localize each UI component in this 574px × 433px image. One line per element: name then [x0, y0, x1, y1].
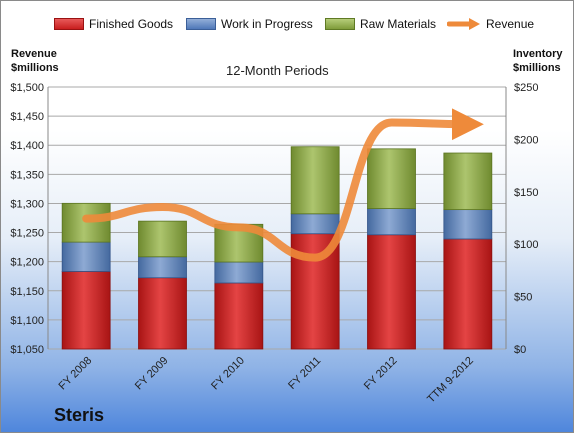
left-tick-label: $1,250	[10, 228, 44, 240]
bar-work-in-progress	[290, 213, 340, 235]
x-tick-label: FY 2012	[362, 355, 400, 393]
right-tick-label: $250	[514, 82, 538, 94]
line-layer	[82, 108, 484, 262]
left-tick-label: $1,500	[10, 82, 44, 94]
left-tick-label: $1,050	[10, 344, 44, 356]
bar-raw-materials	[138, 220, 187, 258]
bar-finished-goods	[138, 277, 187, 350]
right-tick-label: $50	[514, 292, 532, 304]
grid-layer	[47, 86, 507, 350]
left-tick-label: $1,100	[10, 315, 44, 327]
legend-label: Revenue	[486, 17, 535, 31]
right-tick-label: $100	[514, 239, 538, 251]
bar-finished-goods	[367, 234, 416, 350]
legend-swatch-finished-goods	[54, 18, 84, 30]
right-tick-label: $0	[514, 344, 526, 356]
legend: Finished Goods Work in Progress Raw Mate…	[1, 17, 573, 35]
x-tick-label: FY 2011	[286, 355, 323, 392]
left-tick-label: $1,450	[10, 111, 44, 123]
right-tick-label: $200	[514, 134, 538, 146]
left-tick-label: $1,150	[10, 286, 44, 298]
bar-work-in-progress	[61, 241, 111, 272]
bar-finished-goods	[214, 282, 264, 350]
right-axis-title: Inventory $millions	[513, 48, 563, 74]
bar-finished-goods	[443, 238, 493, 350]
right-tick-label: $150	[514, 187, 538, 199]
legend-label: Raw Materials	[360, 17, 437, 31]
legend-item-revenue: Revenue	[447, 17, 534, 31]
x-tick-label: FY 2009	[133, 355, 171, 393]
left-tick-label: $1,400	[10, 140, 44, 152]
x-tick-label: FY 2010	[209, 355, 247, 393]
x-tick-label: FY 2008	[57, 355, 95, 393]
legend-swatch-revenue	[447, 18, 480, 30]
bar-raw-materials	[290, 146, 340, 215]
bars-layer	[61, 146, 493, 350]
chart-subtitle: 12-Month Periods	[226, 63, 329, 78]
line-revenue	[82, 108, 484, 262]
left-axis-title: Revenue $millions	[11, 48, 59, 74]
bar-work-in-progress	[138, 256, 187, 279]
legend-swatch-work-in-progress	[186, 18, 216, 30]
legend-label: Finished Goods	[89, 17, 174, 31]
left-tick-label: $1,350	[10, 169, 44, 181]
legend-swatch-raw-materials	[325, 18, 355, 30]
left-tick-label: $1,200	[10, 257, 44, 269]
bar-finished-goods	[61, 271, 111, 350]
chart-title: Steris	[54, 405, 105, 425]
bar-raw-materials	[443, 152, 493, 211]
legend-item-work-in-progress: Work in Progress	[186, 17, 313, 31]
legend-label: Work in Progress	[221, 17, 313, 31]
legend-item-raw-materials: Raw Materials	[325, 17, 436, 31]
bar-work-in-progress	[367, 208, 416, 236]
bar-work-in-progress	[214, 261, 264, 284]
bar-raw-materials	[61, 202, 111, 243]
legend-item-finished-goods: Finished Goods	[54, 17, 173, 31]
x-tick-label: TTM 9-2012	[425, 355, 476, 406]
bar-raw-materials	[367, 148, 416, 209]
bar-work-in-progress	[443, 209, 493, 240]
left-tick-label: $1,300	[10, 198, 44, 210]
